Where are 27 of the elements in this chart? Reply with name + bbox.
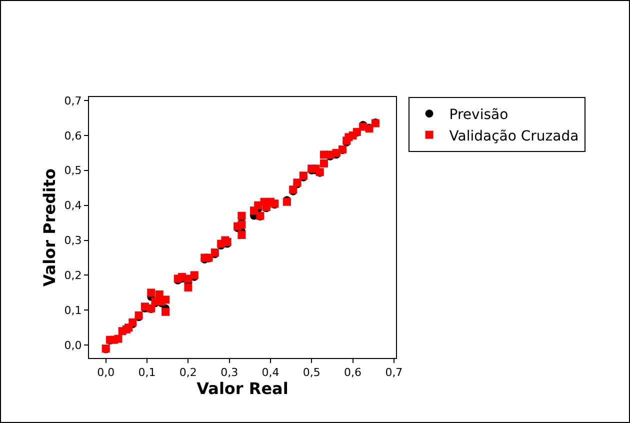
x-tick-label: 0,1	[138, 366, 156, 380]
y-tick-label: 0,3	[64, 234, 82, 248]
point	[320, 159, 328, 168]
y-tick-label: 0,5	[64, 164, 82, 178]
x-tick-label: 0,3	[220, 366, 238, 380]
y-tick-label: 0,4	[64, 199, 82, 212]
y-tick-label: 0,0	[64, 338, 82, 352]
y-tick-label: 0,1	[64, 304, 82, 317]
point	[114, 334, 122, 343]
x-tick-label: 0,5	[302, 366, 320, 380]
x-tick-label: 0,0	[97, 366, 115, 380]
point	[238, 231, 246, 240]
y-tick-label: 0,2	[64, 269, 82, 282]
x-tick-label: 0,6	[344, 366, 362, 380]
point	[238, 220, 246, 229]
point	[184, 283, 192, 292]
x-tick-label: 0,2	[179, 366, 197, 380]
point	[162, 308, 170, 316]
x-tick-label: 0,7	[385, 366, 403, 380]
y-axis-title: Valor Predito	[40, 168, 60, 287]
x-axis-title: Valor Real	[196, 379, 288, 398]
legend-label: Previsão	[449, 107, 508, 124]
point	[147, 288, 156, 297]
x-tick-label: 0,4	[262, 366, 280, 380]
y-tick-label: 0,6	[64, 129, 82, 142]
y-tick-label: 0,7	[64, 94, 82, 108]
legend-label: Validação Cruzada	[449, 128, 579, 144]
